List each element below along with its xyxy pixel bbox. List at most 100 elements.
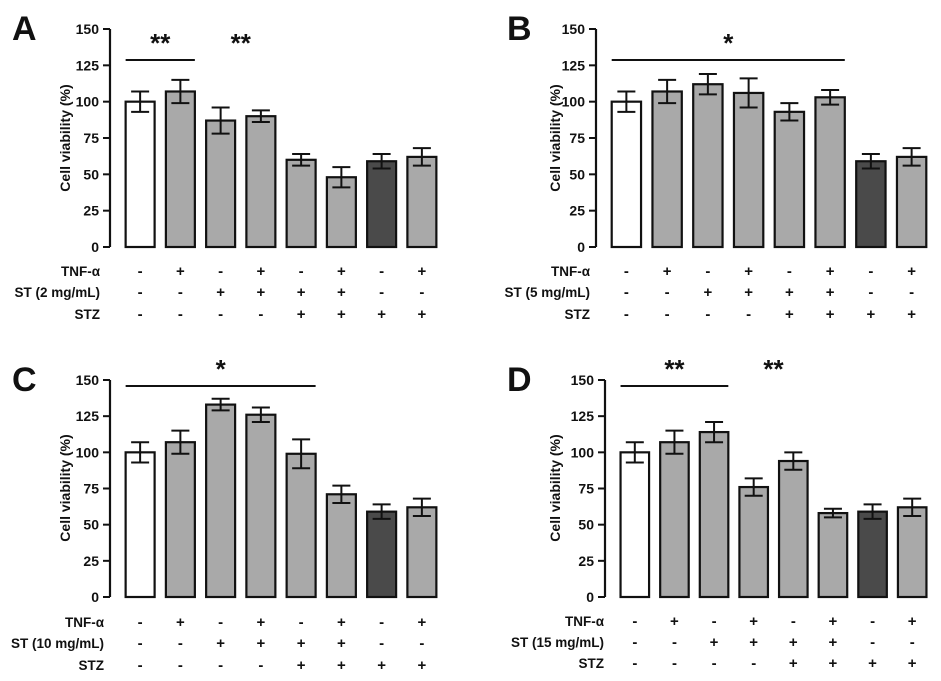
bar xyxy=(325,176,357,249)
bar xyxy=(732,91,765,249)
condition-symbol: - xyxy=(870,613,875,630)
y-tick-label: 125 xyxy=(562,57,586,73)
condition-symbol: + xyxy=(176,614,185,631)
bar xyxy=(205,403,237,599)
condition-symbol: - xyxy=(665,284,670,301)
y-tick-label: 0 xyxy=(91,239,99,255)
condition-label: TNF-α xyxy=(61,264,101,279)
y-axis-label: Cell viability (%) xyxy=(547,434,563,541)
condition-symbol: + xyxy=(826,306,835,323)
bar xyxy=(406,155,438,249)
significance-label: * xyxy=(723,28,734,58)
significance-label: ** xyxy=(664,354,685,384)
condition-symbol: - xyxy=(138,614,143,631)
panel-letter: A xyxy=(12,10,37,48)
bar xyxy=(777,459,809,599)
condition-symbol: + xyxy=(256,614,265,631)
bar xyxy=(738,485,770,599)
y-tick-label: 0 xyxy=(91,589,99,605)
condition-symbol: - xyxy=(419,635,424,652)
condition-symbol: + xyxy=(337,263,346,280)
y-tick-label: 100 xyxy=(76,94,100,110)
condition-symbol: - xyxy=(624,306,629,323)
condition-label: ST (10 mg/mL) xyxy=(11,636,104,651)
bar xyxy=(857,510,888,599)
condition-symbol: - xyxy=(870,634,875,651)
bar xyxy=(659,441,690,599)
y-tick-label: 125 xyxy=(76,57,100,73)
significance-label: ** xyxy=(231,28,252,58)
y-tick-label: 25 xyxy=(83,203,99,219)
condition-symbol: + xyxy=(866,306,875,323)
condition-symbol: - xyxy=(138,657,143,674)
y-tick-label: 0 xyxy=(586,589,594,605)
condition-symbol: - xyxy=(624,263,629,280)
bar xyxy=(406,506,438,599)
condition-symbol: + xyxy=(256,263,265,280)
bar xyxy=(610,100,643,249)
condition-symbol: - xyxy=(791,613,796,630)
y-tick-label: 75 xyxy=(83,130,99,146)
condition-symbol: - xyxy=(138,306,143,323)
condition-symbol: + xyxy=(176,263,185,280)
y-tick-label: 50 xyxy=(578,517,594,533)
condition-symbol: - xyxy=(299,263,304,280)
y-tick-label: 50 xyxy=(83,166,99,182)
condition-label: STZ xyxy=(579,656,605,671)
bar xyxy=(245,115,277,249)
condition-symbol: + xyxy=(216,635,225,652)
condition-label: STZ xyxy=(75,307,101,322)
panel-c: C 0 25 50 75 100 125 150 Cell viability (%) * TNF-… xyxy=(11,354,438,674)
condition-symbol: - xyxy=(178,657,183,674)
bar xyxy=(817,511,849,599)
panel-d: D 0 25 50 75 100 125 150 Cell viability (%) ** ** T… xyxy=(507,354,928,672)
condition-symbol: + xyxy=(663,263,672,280)
condition-label: STZ xyxy=(565,307,591,322)
condition-symbol: + xyxy=(826,263,835,280)
condition-symbol: + xyxy=(749,634,758,651)
bar xyxy=(285,158,317,249)
condition-symbol: - xyxy=(138,284,143,301)
condition-symbol: - xyxy=(138,635,143,652)
y-tick-label: 75 xyxy=(83,481,99,497)
condition-symbol: + xyxy=(789,655,798,672)
y-tick-label: 25 xyxy=(569,203,585,219)
y-axis-label: Cell viability (%) xyxy=(57,434,73,541)
y-tick-label: 50 xyxy=(569,166,585,182)
bar xyxy=(285,452,317,599)
condition-label: ST (15 mg/mL) xyxy=(511,635,604,650)
condition-symbol: + xyxy=(417,614,426,631)
condition-symbol: + xyxy=(256,635,265,652)
condition-symbol: - xyxy=(868,284,873,301)
y-tick-label: 125 xyxy=(76,408,100,424)
condition-symbol: + xyxy=(297,284,306,301)
panel-letter: C xyxy=(12,361,37,399)
panel-letter: B xyxy=(507,10,532,48)
condition-symbol: - xyxy=(751,655,756,672)
condition-symbol: - xyxy=(672,634,677,651)
y-tick-label: 100 xyxy=(76,444,100,460)
y-tick-label: 100 xyxy=(562,94,586,110)
condition-symbol: - xyxy=(746,306,751,323)
bar xyxy=(651,90,683,249)
bar xyxy=(619,451,651,599)
bar xyxy=(896,506,928,599)
condition-symbol: - xyxy=(632,613,637,630)
condition-symbol: + xyxy=(789,634,798,651)
condition-symbol: + xyxy=(908,613,917,630)
y-tick-label: 150 xyxy=(76,372,100,388)
condition-symbol: + xyxy=(417,306,426,323)
condition-symbol: - xyxy=(672,655,677,672)
significance-label: ** xyxy=(763,354,784,384)
bar xyxy=(205,119,237,249)
bar xyxy=(124,100,156,249)
y-tick-label: 100 xyxy=(571,444,595,460)
y-tick-label: 150 xyxy=(76,21,100,37)
condition-symbol: - xyxy=(712,613,717,630)
condition-symbol: - xyxy=(868,263,873,280)
condition-symbol: - xyxy=(299,614,304,631)
condition-symbol: + xyxy=(216,284,225,301)
condition-label: TNF-α xyxy=(551,264,591,279)
condition-symbol: - xyxy=(632,655,637,672)
condition-symbol: + xyxy=(868,655,877,672)
